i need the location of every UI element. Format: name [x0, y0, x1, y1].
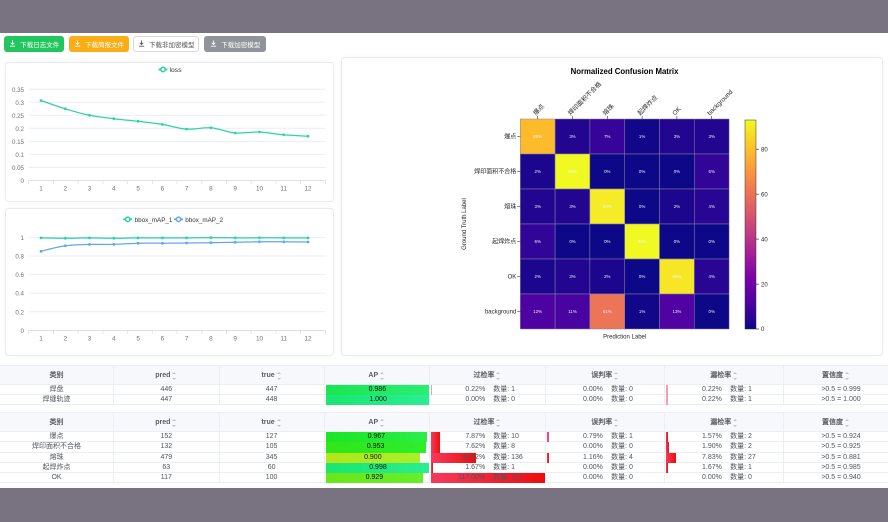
svg-text:爆点: 爆点	[531, 102, 546, 117]
svg-text:40: 40	[761, 237, 768, 243]
svg-text:4%: 4%	[709, 274, 715, 279]
svg-text:3%: 3%	[569, 204, 575, 209]
svg-text:3: 3	[88, 186, 92, 193]
svg-text:0: 0	[21, 178, 25, 185]
svg-text:熔珠: 熔珠	[504, 203, 516, 211]
svg-text:0%: 0%	[639, 169, 645, 174]
svg-text:8: 8	[209, 186, 213, 193]
svg-text:5: 5	[136, 336, 140, 343]
svg-text:3%: 3%	[569, 274, 575, 279]
svg-text:3: 3	[88, 336, 92, 343]
svg-text:OK: OK	[508, 275, 517, 281]
svg-text:0.2: 0.2	[15, 309, 24, 316]
svg-text:1%: 1%	[639, 134, 645, 139]
svg-text:起焊炸点: 起焊炸点	[492, 238, 516, 246]
svg-text:0.1: 0.1	[15, 152, 24, 159]
svg-text:93%: 93%	[638, 239, 647, 244]
svg-text:爆点: 爆点	[504, 133, 516, 141]
svg-text:0%: 0%	[709, 309, 715, 314]
svg-text:0.8: 0.8	[15, 254, 24, 261]
svg-text:0%: 0%	[674, 169, 680, 174]
svg-text:焊印面积不合格: 焊印面积不合格	[566, 79, 604, 117]
svg-text:0: 0	[21, 328, 25, 335]
svg-text:7: 7	[185, 336, 189, 343]
svg-text:5: 5	[136, 186, 140, 193]
svg-text:0.2: 0.2	[15, 126, 24, 133]
svg-text:loss: loss	[170, 67, 183, 74]
svg-text:0.4: 0.4	[15, 291, 24, 298]
svg-text:0%: 0%	[639, 204, 645, 209]
svg-text:11%: 11%	[568, 309, 577, 314]
svg-text:12%: 12%	[533, 309, 542, 314]
svg-text:0.35: 0.35	[12, 87, 25, 94]
svg-text:3%: 3%	[535, 204, 541, 209]
svg-text:熔珠: 熔珠	[600, 101, 616, 117]
svg-text:6: 6	[161, 336, 165, 343]
svg-text:11: 11	[280, 336, 287, 343]
svg-text:3%: 3%	[674, 134, 680, 139]
svg-text:9: 9	[233, 186, 237, 193]
svg-text:3%: 3%	[709, 134, 715, 139]
svg-text:2%: 2%	[535, 169, 541, 174]
svg-text:10: 10	[256, 186, 264, 193]
svg-text:0%: 0%	[604, 169, 610, 174]
svg-text:2: 2	[64, 336, 68, 343]
svg-text:Normalized Confusion Matrix: Normalized Confusion Matrix	[571, 67, 680, 76]
svg-text:bbox_mAP_2: bbox_mAP_2	[185, 217, 223, 224]
svg-text:0.05: 0.05	[12, 165, 25, 172]
svg-text:焊印面积不合格: 焊印面积不合格	[474, 168, 516, 176]
svg-text:1: 1	[21, 235, 25, 242]
svg-text:2%: 2%	[674, 204, 680, 209]
svg-text:0.15: 0.15	[12, 139, 25, 146]
svg-text:10: 10	[256, 336, 264, 343]
svg-text:0: 0	[761, 327, 765, 333]
svg-text:4: 4	[112, 186, 116, 193]
svg-text:bbox_mAP_1: bbox_mAP_1	[135, 217, 173, 224]
svg-text:12: 12	[304, 336, 312, 343]
svg-text:6%: 6%	[535, 239, 541, 244]
svg-text:0%: 0%	[569, 239, 575, 244]
svg-text:background: background	[485, 310, 516, 316]
svg-text:12: 12	[304, 186, 312, 193]
svg-text:Ground Truth Label: Ground Truth Label	[462, 198, 468, 250]
svg-text:2%: 2%	[604, 274, 610, 279]
svg-text:7: 7	[185, 186, 189, 193]
svg-text:0%: 0%	[604, 239, 610, 244]
svg-text:0%: 0%	[639, 274, 645, 279]
svg-text:6%: 6%	[709, 169, 715, 174]
svg-text:4%: 4%	[709, 204, 715, 209]
svg-text:1%: 1%	[639, 309, 645, 314]
svg-text:0%: 0%	[709, 239, 715, 244]
svg-text:85%: 85%	[533, 134, 542, 139]
svg-text:61%: 61%	[603, 309, 612, 314]
svg-text:0.6: 0.6	[15, 272, 24, 279]
svg-text:60: 60	[761, 192, 768, 198]
svg-text:1: 1	[39, 336, 43, 343]
svg-text:20: 20	[761, 282, 768, 288]
svg-text:8: 8	[209, 336, 213, 343]
svg-text:80: 80	[761, 147, 768, 153]
svg-text:0.3: 0.3	[15, 100, 24, 107]
svg-text:0%: 0%	[674, 239, 680, 244]
svg-text:7%: 7%	[604, 134, 610, 139]
svg-text:0.25: 0.25	[12, 113, 25, 120]
svg-text:9: 9	[233, 336, 237, 343]
svg-text:11: 11	[280, 186, 287, 193]
svg-text:OK: OK	[671, 105, 683, 117]
svg-text:90%: 90%	[603, 204, 612, 209]
svg-text:2: 2	[64, 186, 68, 193]
svg-text:3%: 3%	[569, 134, 575, 139]
svg-text:1: 1	[39, 186, 43, 193]
svg-text:background: background	[706, 88, 735, 117]
svg-text:Prediction Label: Prediction Label	[603, 335, 646, 341]
svg-text:6: 6	[161, 186, 165, 193]
svg-text:89%: 89%	[673, 274, 682, 279]
svg-text:13%: 13%	[673, 309, 682, 314]
svg-text:4: 4	[112, 336, 116, 343]
svg-text:起焊炸点: 起焊炸点	[635, 93, 659, 117]
svg-text:93%: 93%	[568, 169, 577, 174]
svg-text:2%: 2%	[535, 274, 541, 279]
